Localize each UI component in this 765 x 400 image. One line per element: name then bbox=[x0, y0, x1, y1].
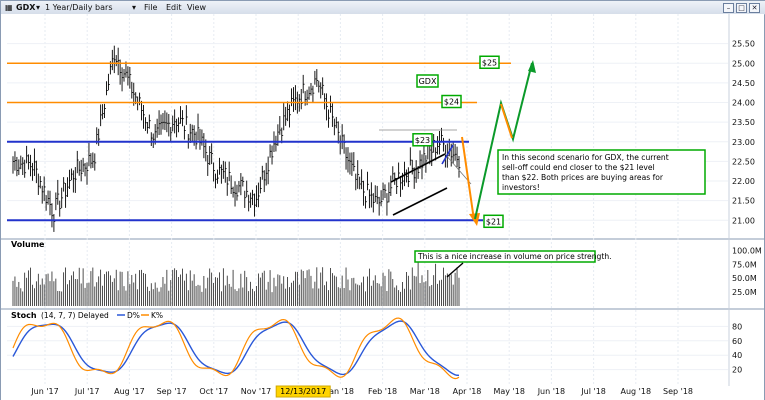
annotation-text: sell-off could end closer to the $21 lev… bbox=[502, 163, 655, 172]
stoch-title: Stoch bbox=[11, 311, 37, 320]
chart-canvas: Volume Stoch (14, 7, 7) Delayed D% K% Jun '… bbox=[1, 14, 764, 400]
level-label: $21 bbox=[486, 217, 501, 226]
wedge-line bbox=[441, 144, 454, 165]
annotation-box bbox=[497, 149, 706, 195]
price-tick-label: 23.50 bbox=[732, 118, 755, 127]
price-tick-label: 24.50 bbox=[732, 79, 755, 88]
maximize-button[interactable]: □ bbox=[736, 3, 747, 13]
date-marker-box bbox=[275, 385, 331, 398]
arrow-green-head bbox=[528, 60, 536, 73]
chevron-down-icon[interactable]: ▾ bbox=[132, 3, 137, 12]
x-tick-label: May '18 bbox=[493, 387, 524, 396]
level-label-box bbox=[479, 55, 500, 70]
x-tick-label: Jul '18 bbox=[580, 387, 606, 396]
ticker-label-box bbox=[416, 74, 439, 88]
price-tick-label: 21.00 bbox=[732, 216, 755, 225]
channel-lower bbox=[392, 187, 448, 216]
window-icon: ▦ bbox=[5, 3, 13, 12]
x-tick-label: Jan '18 bbox=[326, 387, 354, 396]
chevron-down-icon[interactable]: ▾ bbox=[36, 3, 41, 12]
volume-tick-label: 100.0M bbox=[732, 246, 762, 255]
volume-tick-label: 75.0M bbox=[732, 260, 757, 269]
symbol-label[interactable]: GDX bbox=[16, 3, 36, 12]
stoch-tick-label: 40 bbox=[732, 351, 742, 360]
price-tick-label: 25.00 bbox=[732, 59, 755, 68]
ticker-label: GDX bbox=[419, 77, 437, 86]
price-tick-label: 22.50 bbox=[732, 157, 755, 166]
volume-annotation: This is a nice increase in volume on pri… bbox=[417, 252, 612, 261]
minimize-button[interactable]: – bbox=[723, 3, 734, 13]
x-tick-label: Jul '17 bbox=[74, 387, 100, 396]
annotation-text: In this second scenario for GDX, the cur… bbox=[502, 153, 669, 162]
stoch-tick-label: 20 bbox=[732, 366, 742, 375]
volume-tick-label: 50.0M bbox=[732, 274, 757, 283]
price-tick-label: 21.50 bbox=[732, 197, 755, 206]
x-tick-label: Sep '18 bbox=[663, 387, 693, 396]
volume-annotation-box bbox=[414, 250, 596, 263]
arrow-orange-head bbox=[469, 213, 480, 226]
stoch-legend-k: K% bbox=[151, 311, 163, 320]
stoch-params: (14, 7, 7) Delayed bbox=[41, 311, 109, 320]
x-tick-label: Oct '17 bbox=[199, 387, 228, 396]
menu-file[interactable]: File bbox=[144, 3, 158, 12]
x-tick-label: Jun '17 bbox=[30, 387, 58, 396]
annotation-text: than $22. Both prices are buying areas f… bbox=[502, 173, 664, 182]
menu-view[interactable]: View bbox=[187, 3, 206, 12]
x-tick-label: Aug '17 bbox=[114, 387, 145, 396]
stoch-tick-label: 80 bbox=[732, 322, 742, 331]
level-label-box bbox=[412, 133, 433, 147]
menu-edit[interactable]: Edit bbox=[166, 3, 182, 12]
x-tick-label: Jun '18 bbox=[537, 387, 565, 396]
x-tick-label: Apr '18 bbox=[453, 387, 482, 396]
level-label: $23 bbox=[415, 136, 430, 145]
level-label-box bbox=[441, 94, 462, 109]
x-tick-label: Nov '17 bbox=[241, 387, 272, 396]
level-label: $24 bbox=[444, 98, 459, 107]
volume-arrow bbox=[446, 262, 464, 278]
level-label: $25 bbox=[482, 58, 497, 67]
annotation-text: investors! bbox=[502, 183, 540, 192]
volume-tick-label: 25.0M bbox=[732, 288, 757, 297]
stoch-k-line bbox=[12, 317, 460, 380]
price-tick-label: 23.00 bbox=[732, 138, 755, 147]
close-button[interactable]: ✕ bbox=[749, 3, 760, 13]
stoch-legend-d: D% bbox=[127, 311, 140, 320]
projection-line bbox=[444, 153, 472, 185]
x-tick-label: Sep '17 bbox=[157, 387, 187, 396]
x-tick-label: Feb '18 bbox=[368, 387, 397, 396]
stoch-d-line bbox=[12, 320, 460, 376]
volume-title: Volume bbox=[11, 240, 45, 249]
channel-upper bbox=[390, 153, 446, 183]
level-label-box bbox=[483, 214, 504, 229]
x-tick-label: Aug '18 bbox=[621, 387, 652, 396]
arrow-orange-retrace bbox=[500, 103, 513, 139]
arrow-orange-down bbox=[461, 136, 475, 221]
price-tick-label: 25.50 bbox=[732, 40, 755, 49]
price-tick-label: 24.00 bbox=[732, 99, 755, 108]
price-tick-label: 22.00 bbox=[732, 177, 755, 186]
title-bar: ▦ GDX ▾ 1 Year/Daily bars ▾ File Edit Vi… bbox=[1, 1, 765, 15]
stoch-tick-label: 60 bbox=[732, 337, 742, 346]
x-tick-label: Mar '18 bbox=[410, 387, 440, 396]
period-label[interactable]: 1 Year/Daily bars bbox=[45, 3, 113, 12]
date-marker-label: 12/13/2017 bbox=[280, 387, 326, 396]
